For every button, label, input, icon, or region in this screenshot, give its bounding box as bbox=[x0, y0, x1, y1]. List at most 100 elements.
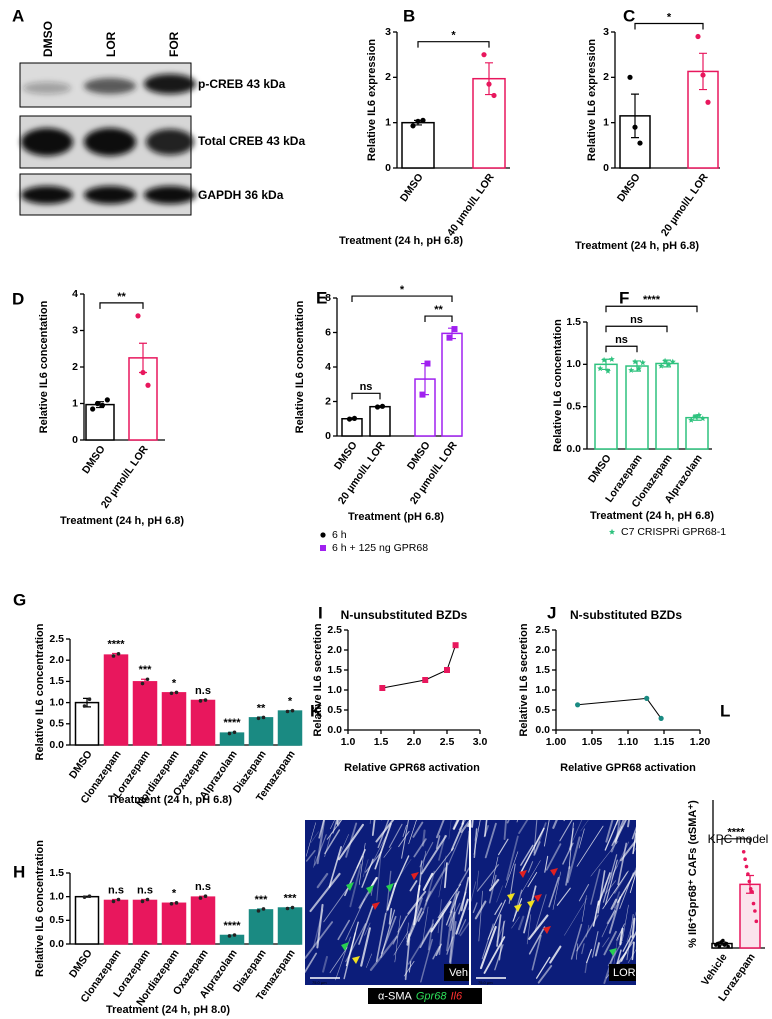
point bbox=[632, 124, 638, 130]
bar bbox=[74, 895, 100, 945]
panel-letter: E bbox=[316, 288, 327, 307]
fiber bbox=[329, 947, 348, 974]
arrow bbox=[550, 868, 558, 876]
point bbox=[601, 356, 608, 363]
legend-marker bbox=[320, 532, 326, 538]
legend-marker bbox=[608, 528, 616, 535]
band bbox=[21, 186, 73, 204]
fiber bbox=[323, 888, 348, 923]
fiber bbox=[316, 903, 324, 949]
y-tick-label: 2.0 bbox=[535, 644, 550, 656]
point bbox=[174, 690, 179, 695]
y-tick-label: 1.0 bbox=[49, 696, 64, 708]
fiber bbox=[484, 820, 488, 837]
fiber bbox=[464, 830, 469, 872]
fiber bbox=[503, 820, 508, 840]
stain: Il6 bbox=[450, 990, 463, 1002]
point bbox=[658, 362, 665, 369]
sig-bracket bbox=[605, 325, 668, 333]
fiber bbox=[337, 823, 364, 861]
panel-letter: J bbox=[547, 603, 556, 622]
y-tick-label: 0.5 bbox=[49, 718, 64, 730]
point bbox=[87, 894, 92, 898]
fiber bbox=[602, 854, 618, 903]
fiber bbox=[435, 943, 442, 957]
fiber bbox=[443, 862, 448, 889]
fiber bbox=[626, 911, 636, 942]
sig-label: * bbox=[451, 30, 456, 42]
bar bbox=[248, 717, 274, 746]
point bbox=[285, 709, 290, 714]
y-tick-label: 0.5 bbox=[327, 704, 342, 716]
fiber bbox=[576, 825, 604, 867]
fiber bbox=[549, 945, 562, 964]
point bbox=[695, 411, 702, 418]
point bbox=[145, 382, 151, 388]
fiber bbox=[366, 953, 372, 968]
fiber bbox=[498, 838, 509, 856]
x-axis-label: Treatment (24 h, pH 8.0) bbox=[106, 1004, 230, 1016]
fiber bbox=[528, 926, 546, 955]
fiber bbox=[473, 828, 478, 859]
fiber bbox=[631, 917, 636, 939]
fiber bbox=[371, 820, 376, 836]
point bbox=[665, 361, 672, 367]
x-axis-label: Treatment (24 h, pH 6.8) bbox=[108, 794, 232, 806]
micrograph: K 75.0 µm 75.0 µm Veh LOR α-SMA Gpr68 Il6 bbox=[305, 701, 636, 1004]
sig-label: **** bbox=[727, 827, 745, 839]
y-axis-label: Relative IL6 concentation bbox=[38, 300, 50, 433]
significance-label: *** bbox=[255, 894, 269, 906]
panel-letter: B bbox=[403, 6, 415, 25]
fiber bbox=[305, 849, 316, 862]
significance-label: * bbox=[172, 677, 177, 689]
arrow bbox=[609, 948, 617, 956]
point bbox=[486, 81, 492, 87]
fiber bbox=[305, 822, 316, 857]
fiber bbox=[459, 921, 469, 937]
point bbox=[627, 74, 633, 80]
point bbox=[111, 654, 116, 658]
sig-label: ** bbox=[434, 304, 443, 316]
scale-bar-label: 75.0 µm bbox=[312, 980, 327, 985]
fiber bbox=[605, 820, 614, 843]
point bbox=[575, 702, 581, 708]
fiber bbox=[421, 829, 426, 847]
y-tick-label: 2.5 bbox=[327, 624, 342, 636]
arrow bbox=[366, 885, 374, 894]
fiber bbox=[498, 921, 505, 961]
y-tick-label: 1 bbox=[385, 116, 391, 128]
point bbox=[346, 416, 353, 422]
arrow bbox=[341, 942, 349, 951]
y-tick-label: 0.0 bbox=[535, 724, 550, 736]
fiber bbox=[402, 824, 407, 837]
significance-label: *** bbox=[139, 664, 153, 676]
sig-bracket bbox=[417, 41, 490, 48]
fiber bbox=[496, 885, 503, 903]
bar bbox=[85, 403, 115, 441]
fiber bbox=[479, 925, 497, 970]
bar bbox=[190, 896, 216, 945]
fiber bbox=[369, 820, 371, 824]
fiber bbox=[450, 822, 465, 851]
sig-bracket bbox=[605, 305, 698, 313]
y-axis-label: Relative IL6 concentration bbox=[34, 623, 46, 760]
fiber bbox=[324, 829, 341, 855]
point bbox=[635, 365, 642, 372]
x-tick-label: 1.0 bbox=[341, 736, 356, 748]
fiber bbox=[631, 941, 635, 961]
point bbox=[700, 72, 706, 78]
point bbox=[227, 731, 232, 736]
point bbox=[227, 934, 232, 938]
image-label: LOR bbox=[613, 967, 636, 979]
y-tick-label: 0 bbox=[603, 162, 609, 174]
fiber bbox=[406, 922, 409, 940]
lane-label: FOR bbox=[167, 31, 181, 57]
fiber bbox=[528, 914, 549, 940]
lane-label: DMSO bbox=[41, 21, 55, 57]
significance-label: *** bbox=[284, 892, 298, 904]
error-bar bbox=[631, 93, 639, 139]
fiber bbox=[520, 860, 541, 894]
y-tick-label: 2.5 bbox=[49, 633, 64, 645]
fiber bbox=[552, 871, 561, 910]
